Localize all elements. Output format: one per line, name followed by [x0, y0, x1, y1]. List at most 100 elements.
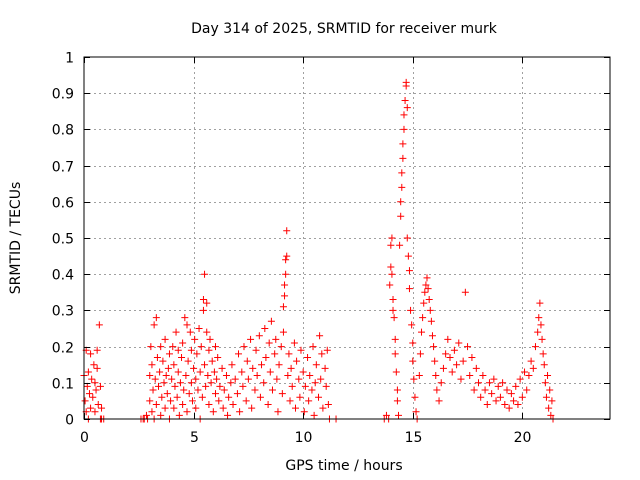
data-point-marker [424, 285, 432, 293]
data-point-marker [283, 227, 291, 235]
data-point-marker [485, 379, 493, 387]
data-point-marker [501, 401, 509, 409]
data-point-marker [203, 328, 211, 336]
y-tick-label: 0.4 [52, 268, 74, 284]
data-point-marker [531, 343, 539, 351]
data-point-marker [89, 393, 97, 401]
data-point-marker [388, 234, 396, 242]
data-point-marker [391, 335, 399, 343]
data-point-marker [525, 372, 533, 380]
data-point-marker [387, 241, 395, 249]
data-point-marker [212, 390, 219, 398]
data-point-marker [150, 321, 158, 329]
data-point-marker [455, 339, 463, 347]
data-point-marker [409, 357, 417, 365]
data-point-marker [266, 368, 274, 376]
data-point-marker [85, 390, 93, 398]
data-point-marker [389, 306, 397, 314]
data-point-marker [281, 292, 289, 300]
y-tick-label: 0.8 [52, 123, 74, 139]
data-point-marker [453, 361, 461, 369]
data-point-marker [475, 379, 482, 387]
data-points [80, 78, 557, 423]
data-point-marker [459, 357, 467, 365]
data-point-marker [503, 386, 511, 394]
data-point-marker [181, 314, 189, 322]
data-point-marker [159, 357, 167, 365]
data-point-marker [282, 270, 290, 278]
data-point-marker [409, 339, 417, 347]
data-point-marker [210, 368, 218, 376]
data-point-marker [540, 361, 548, 369]
y-tick-label: 0 [65, 413, 74, 429]
data-point-marker [96, 382, 104, 390]
data-point-marker [83, 382, 91, 390]
y-tick-label: 0.7 [52, 160, 74, 176]
data-point-marker [322, 382, 330, 390]
data-point-marker [448, 368, 456, 376]
data-point-marker [415, 372, 423, 380]
y-tick-label: 1 [65, 51, 74, 67]
data-point-marker [153, 353, 161, 361]
data-point-marker [95, 321, 103, 329]
data-point-marker [281, 281, 289, 289]
data-point-marker [188, 397, 196, 405]
data-point-marker [149, 386, 157, 394]
data-point-marker [391, 350, 399, 358]
data-point-marker [397, 212, 405, 220]
data-point-marker [224, 411, 232, 419]
data-point-marker [405, 285, 413, 293]
data-point-marker [287, 364, 295, 372]
data-point-marker [296, 393, 304, 401]
data-point-marker [470, 386, 478, 394]
data-point-marker [319, 404, 327, 412]
data-point-marker [173, 393, 181, 401]
data-point-marker [170, 361, 178, 369]
data-point-marker [91, 408, 99, 416]
data-point-marker [405, 267, 413, 275]
data-point-marker [299, 368, 307, 376]
data-point-marker [215, 397, 223, 405]
data-point-marker [529, 364, 537, 372]
data-point-marker [174, 346, 182, 354]
data-point-marker [91, 379, 99, 387]
data-point-marker [197, 343, 205, 351]
data-point-marker [297, 346, 305, 354]
data-point-marker [151, 375, 159, 383]
data-point-marker [167, 397, 175, 405]
data-point-marker [321, 364, 329, 372]
data-point-marker [538, 335, 546, 343]
data-point-marker [278, 390, 286, 398]
data-point-marker [293, 357, 301, 365]
data-point-marker [87, 404, 95, 412]
data-point-marker [196, 368, 204, 376]
data-point-marker [93, 364, 101, 372]
data-point-marker [169, 343, 177, 351]
data-point-marker [204, 372, 212, 380]
data-point-marker [192, 375, 200, 383]
data-point-marker [427, 317, 435, 325]
data-point-marker [300, 408, 308, 416]
data-point-marker [308, 386, 316, 394]
data-point-marker [208, 357, 216, 365]
data-point-marker [411, 393, 419, 401]
data-point-marker [161, 335, 169, 343]
data-point-marker [534, 328, 542, 336]
data-point-marker [191, 335, 199, 343]
data-point-marker [392, 368, 400, 376]
data-point-marker [499, 379, 507, 387]
data-point-marker [146, 372, 154, 380]
data-point-marker [483, 401, 491, 409]
data-point-marker [206, 335, 214, 343]
data-point-marker [212, 343, 219, 351]
x-tick-label: 20 [514, 430, 532, 446]
data-point-marker [431, 357, 439, 365]
data-point-marker [247, 335, 255, 343]
data-point-marker [492, 397, 500, 405]
data-point-marker [170, 404, 178, 412]
data-point-marker [305, 397, 313, 405]
data-point-marker [488, 390, 496, 398]
data-point-marker [410, 375, 418, 383]
data-point-marker [267, 317, 275, 325]
data-point-marker [171, 382, 179, 390]
